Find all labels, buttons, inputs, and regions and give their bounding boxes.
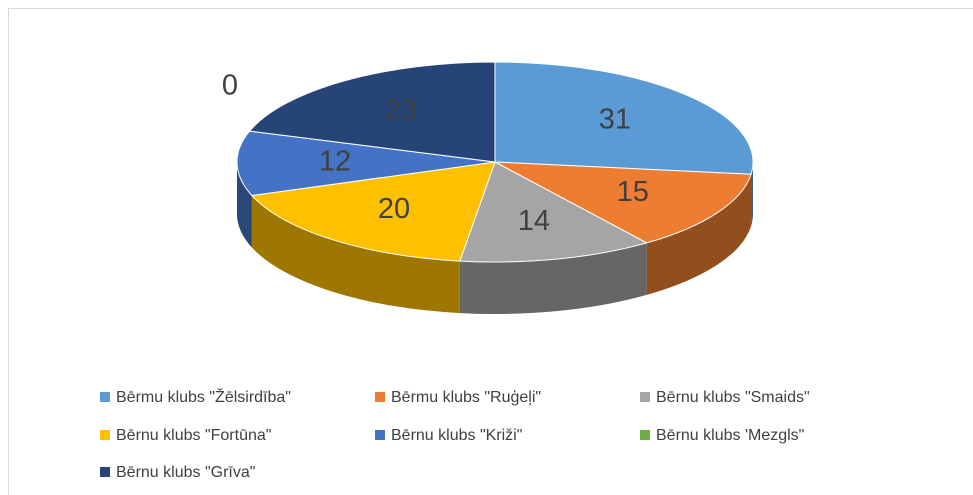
legend-swatch (100, 430, 110, 440)
legend-swatch (100, 467, 110, 477)
legend-label: Bērmu klubs "Ruģeļi" (391, 388, 541, 406)
pie-slice (494, 161, 752, 244)
legend-label: Bērnu klubs "Smaids" (656, 389, 810, 406)
legend-label: Bērnu klubs "Fortūna" (116, 427, 271, 444)
pie-slice (248, 61, 496, 163)
chart-border (8, 8, 973, 495)
data-label: 23 (385, 94, 417, 126)
pie-slice (236, 130, 496, 197)
legend-label: Bērnu klubs 'Mezgls" (656, 427, 804, 444)
pie-slice-side (646, 174, 752, 295)
pie-slice-side (251, 195, 460, 314)
pie-slice-side (459, 242, 647, 314)
pie-slice-side (237, 162, 252, 248)
legend-swatch (375, 430, 385, 440)
data-label: 14 (518, 205, 550, 237)
legend-swatch (640, 392, 650, 402)
legend-label: Bērmu klubs "Žēlsirdība" (116, 387, 291, 406)
data-label: 12 (319, 146, 351, 178)
data-label: 31 (599, 104, 631, 136)
legend-swatch (100, 392, 110, 402)
data-label: 20 (378, 193, 410, 225)
legend-swatch (640, 430, 650, 440)
data-label: 15 (617, 176, 649, 208)
legend-label: Bērnu klubs "Križi" (391, 427, 522, 444)
data-label: 0 (222, 69, 238, 101)
pie-slice-side (751, 162, 753, 227)
pie-slice (494, 61, 754, 175)
pie-slice (250, 161, 496, 262)
legend-swatch (375, 392, 385, 402)
legend-label: Bērnu klubs "Grīva" (116, 464, 255, 481)
pie-slice (459, 161, 648, 263)
